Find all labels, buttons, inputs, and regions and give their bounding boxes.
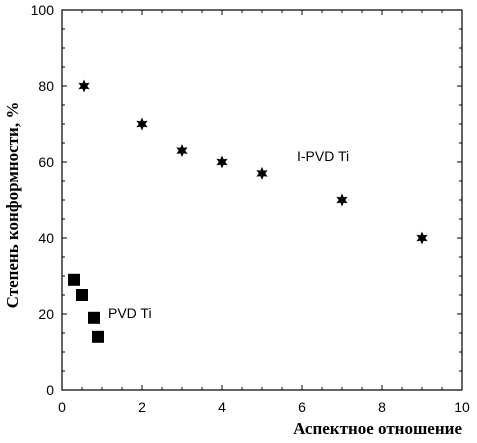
data-point-star [336,193,348,207]
x-tick-label: 2 [138,399,146,415]
y-tick-label: 100 [31,2,55,18]
axis-ticks [61,9,463,391]
y-tick-label: 80 [38,78,54,94]
data-point-star [216,155,228,169]
data-point-star [256,166,268,180]
data-point-star [78,79,90,93]
y-tick-label: 20 [38,306,54,322]
data-point-star [176,144,188,158]
y-tick-label: 60 [38,154,54,170]
y-tick-label: 0 [46,382,54,398]
plot-frame [61,9,463,391]
data-point-square [68,273,80,286]
x-tick-label: 0 [58,399,66,415]
x-tick-label: 6 [298,399,306,415]
series-label-ipvd: I-PVD Ti [297,148,349,164]
data-point-star [416,231,428,245]
x-tick-label: 10 [454,399,470,415]
x-tick-label: 4 [218,399,226,415]
x-axis-title: Аспектное отношение [293,419,462,438]
data-point-square [92,330,104,343]
y-axis-title: Степень конформности, % [3,102,22,309]
series-label-pvd: PVD Ti [108,305,152,321]
y-tick-label: 40 [38,230,54,246]
data-point-square [88,311,100,324]
x-tick-label: 8 [378,399,386,415]
data-point-square [76,289,88,301]
data-markers [68,79,428,343]
data-point-star [136,117,148,131]
